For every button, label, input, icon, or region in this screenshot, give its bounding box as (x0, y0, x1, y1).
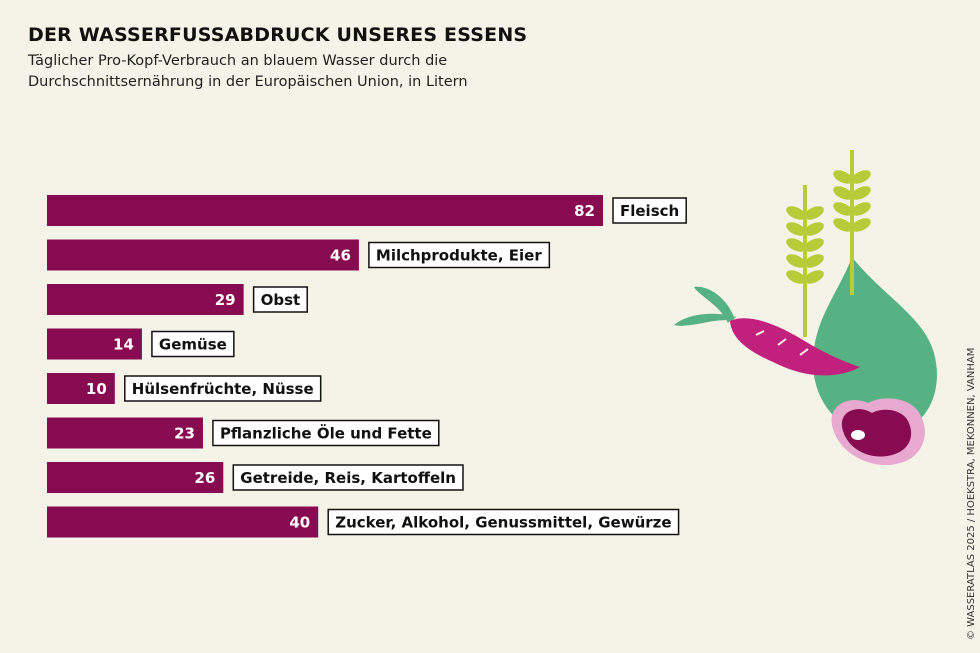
category-label: Milchprodukte, Eier (376, 247, 542, 265)
chart-subtitle: Täglicher Pro-Kopf-Verbrauch an blauem W… (28, 53, 468, 90)
bar (47, 328, 142, 360)
bar (47, 417, 203, 449)
bar (47, 373, 115, 404)
bar-value-label: 46 (330, 247, 351, 265)
water-drop-icon (813, 257, 937, 437)
steak-icon (831, 398, 925, 466)
category-label-box (124, 375, 322, 402)
wheat-icon (833, 150, 871, 295)
bar (47, 462, 224, 493)
food-illustration (674, 150, 937, 466)
category-label-box (151, 330, 235, 358)
bar-value-label: 29 (215, 291, 236, 309)
category-label: Hülsenfrüchte, Nüsse (132, 380, 314, 398)
bar (47, 284, 244, 315)
category-label-box (232, 464, 464, 491)
category-label: Zucker, Alkohol, Genussmittel, Gewürze (335, 514, 671, 532)
chart-title: DER WASSERFUSSABDRUCK UNSERES ESSENS (28, 24, 528, 46)
bar (47, 239, 359, 271)
bar-value-label: 82 (574, 202, 595, 220)
wheat-icon (786, 185, 824, 337)
bar (47, 195, 603, 226)
category-label-box (212, 419, 440, 447)
category-label: Fleisch (620, 202, 679, 220)
bar-value-label: 40 (289, 514, 310, 532)
bar-value-label: 14 (113, 336, 134, 354)
category-label: Pflanzliche Öle und Fette (220, 424, 432, 443)
category-label-box (327, 508, 680, 536)
bar-value-label: 10 (86, 380, 107, 398)
bar (47, 506, 319, 538)
category-label: Getreide, Reis, Kartoffeln (240, 469, 456, 487)
category-label-box (252, 286, 308, 313)
source-credit: © WASSERATLAS 2025 / HOEKSTRA, MEKONNEN,… (966, 347, 977, 640)
category-label: Gemüse (159, 336, 227, 354)
category-label: Obst (261, 291, 301, 309)
carrot-icon (674, 286, 860, 376)
category-label-box (612, 197, 687, 224)
bar-value-label: 23 (174, 425, 195, 443)
category-label-box (368, 241, 551, 269)
bar-value-label: 26 (194, 469, 215, 487)
